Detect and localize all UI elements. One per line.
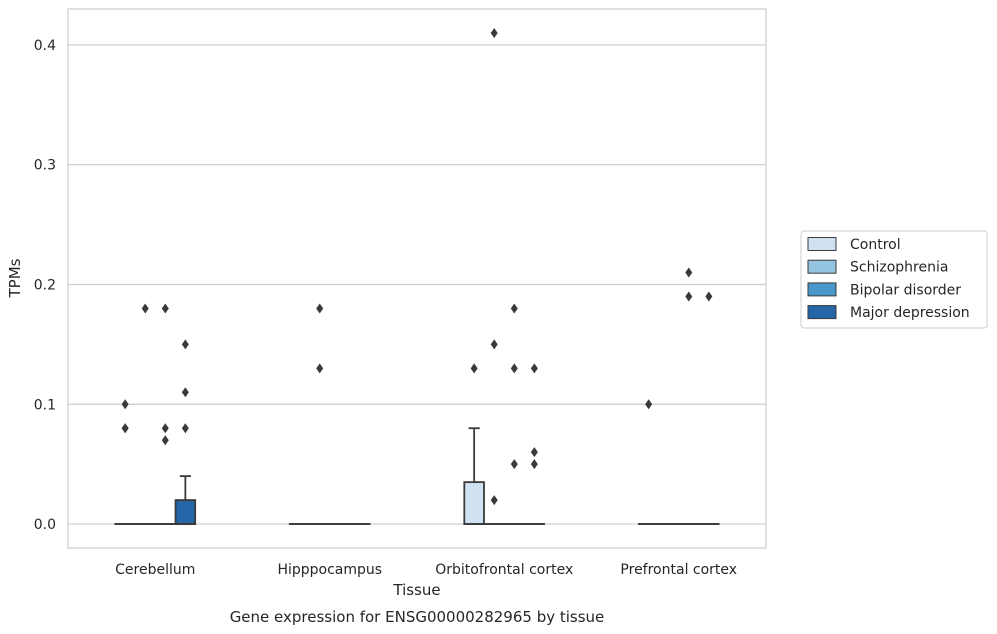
box xyxy=(463,481,485,525)
outlier-point xyxy=(490,339,498,350)
outlier-point xyxy=(161,423,169,434)
outlier-point xyxy=(470,363,478,374)
outlier-point xyxy=(316,363,324,374)
legend-swatch xyxy=(807,237,837,251)
outlier-point xyxy=(161,435,169,446)
outlier-point xyxy=(530,363,538,374)
plot-area-frame xyxy=(67,8,767,549)
box-series xyxy=(114,27,720,525)
outlier-point xyxy=(490,27,498,38)
x-tick-label: Cerebellum xyxy=(115,562,195,578)
legend-label: Control xyxy=(850,237,901,253)
x-tick-label: Hipppocampus xyxy=(277,562,382,578)
y-tick-label: 0.2 xyxy=(34,277,56,293)
legend: Control Schizophrenia Bipolar disorder Majo… xyxy=(800,230,988,329)
outlier-point xyxy=(316,303,324,314)
y-tick-label: 0.0 xyxy=(34,517,56,533)
legend-swatch xyxy=(807,305,837,320)
outlier-point xyxy=(705,291,713,302)
x-tick-label: Orbitofrontal cortex xyxy=(435,562,573,578)
x-tick-label: Prefrontal cortex xyxy=(620,562,737,578)
outlier-point xyxy=(181,387,189,398)
legend-label: Schizophrenia xyxy=(850,260,948,276)
outlier-point xyxy=(645,399,653,410)
outlier-point xyxy=(510,303,518,314)
outlier-point xyxy=(121,423,129,434)
y-tick-label: 0.1 xyxy=(34,397,56,413)
y-axis-ticks: 0.0 0.1 0.2 0.3 0.4 xyxy=(34,38,56,533)
outlier-point xyxy=(685,267,693,278)
figure-caption: Gene expression for ENSG00000282965 by t… xyxy=(230,608,605,626)
outlier-point xyxy=(530,447,538,458)
outlier-point xyxy=(685,291,693,302)
legend-label: Bipolar disorder xyxy=(850,282,961,298)
outlier-point xyxy=(530,459,538,470)
x-axis-ticks: Cerebellum Hipppocampus Orbitofrontal cort… xyxy=(115,562,737,578)
legend-swatch xyxy=(807,282,837,297)
legend-label: Major depression xyxy=(850,305,970,321)
outlier-point xyxy=(181,423,189,434)
y-tick-label: 0.3 xyxy=(34,158,56,174)
y-tick-label: 0.4 xyxy=(34,38,56,54)
outlier-point xyxy=(121,399,129,410)
legend-swatch xyxy=(807,259,837,274)
outlier-point xyxy=(141,303,149,314)
outlier-point xyxy=(490,495,498,506)
outlier-point xyxy=(161,303,169,314)
box xyxy=(174,499,197,525)
legend-frame xyxy=(800,230,988,329)
y-axis-title: TPMs xyxy=(6,258,24,298)
x-axis-title: Tissue xyxy=(392,581,440,599)
outlier-point xyxy=(181,339,189,350)
outlier-point xyxy=(510,363,518,374)
outlier-point xyxy=(510,459,518,470)
